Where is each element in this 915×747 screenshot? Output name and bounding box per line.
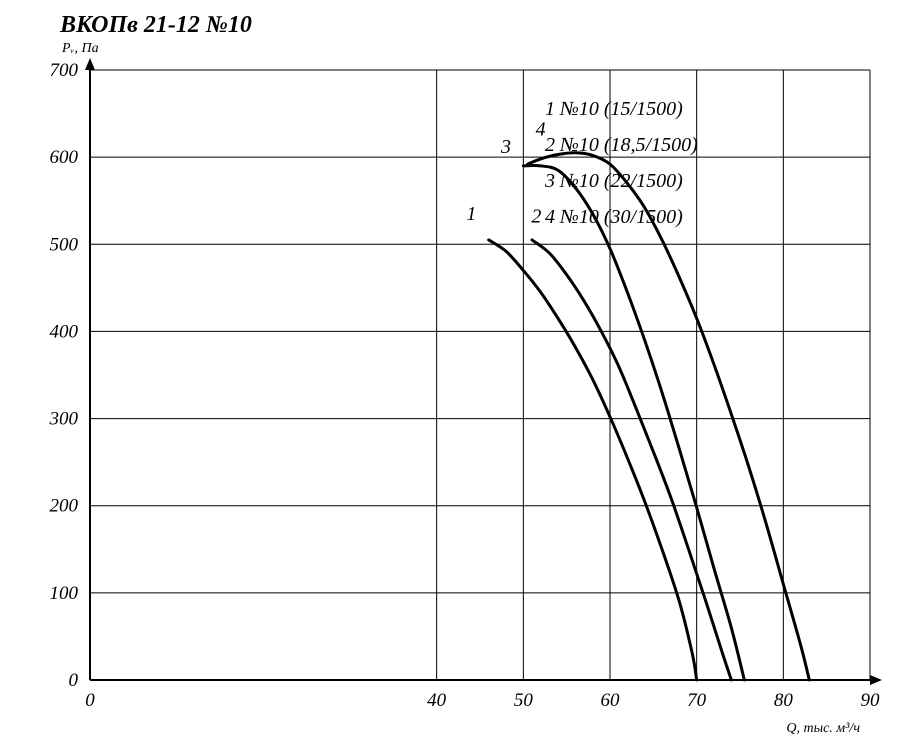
y-tick-label: 0	[69, 670, 79, 691]
legend-item-4: 4 №10 (30/1500)	[545, 206, 683, 228]
y-tick-label: 600	[50, 147, 79, 168]
x-tick-label: 80	[774, 690, 794, 711]
x-tick-label: 40	[427, 690, 447, 711]
x-tick-label: 0	[85, 690, 95, 711]
y-tick-label: 100	[50, 583, 79, 604]
y-axis-label: Pᵥ, Па	[61, 41, 99, 56]
x-axis-label: Q, тыс. м³/ч	[786, 721, 860, 736]
y-tick-label: 700	[50, 60, 79, 81]
y-tick-label: 200	[50, 496, 79, 517]
legend-item-2: 2 №10 (18,5/1500)	[545, 134, 698, 156]
x-tick-label: 70	[687, 690, 707, 711]
fan-performance-chart: 040506070809001002003004005006007001234В…	[0, 0, 915, 747]
curve-label-1: 1	[466, 203, 476, 225]
chart-container: 040506070809001002003004005006007001234В…	[0, 0, 915, 747]
y-tick-label: 500	[50, 234, 79, 255]
curve-label-2: 2	[531, 206, 541, 228]
curve-label-3: 3	[500, 136, 511, 158]
legend-item-1: 1 №10 (15/1500)	[545, 98, 683, 120]
y-tick-label: 400	[50, 321, 79, 342]
x-tick-label: 90	[861, 690, 881, 711]
chart-title: ВКОПв 21-12 №10	[59, 12, 252, 38]
y-tick-label: 300	[49, 409, 79, 430]
x-tick-label: 50	[514, 690, 534, 711]
x-tick-label: 60	[601, 690, 621, 711]
legend-item-3: 3 №10 (22/1500)	[544, 170, 683, 192]
